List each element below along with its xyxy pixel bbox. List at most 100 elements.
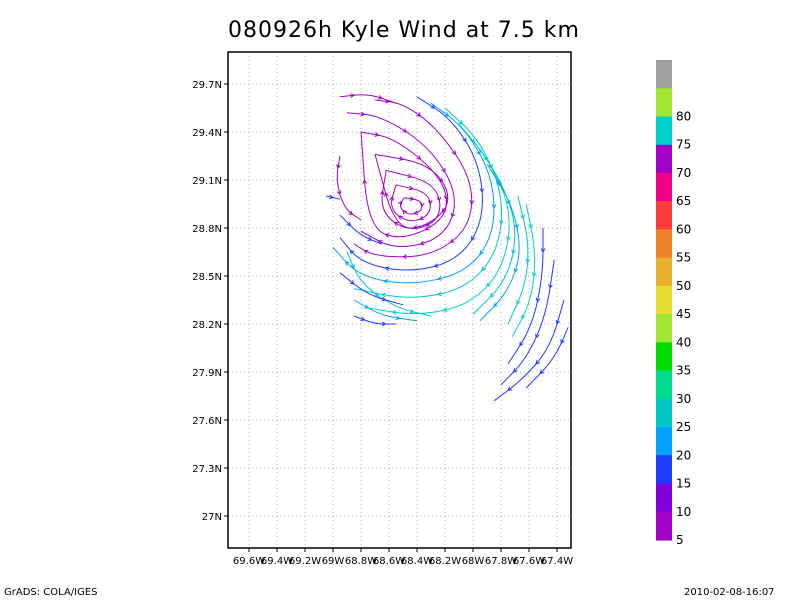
x-tick-label: 68.4W	[401, 556, 433, 567]
streamline-arrow	[519, 341, 524, 347]
streamline-arrow	[449, 238, 455, 244]
colorbar-label: 45	[676, 307, 691, 321]
streamline-arrow	[512, 368, 518, 373]
streamline-arrow	[419, 202, 425, 208]
y-tick-label: 28.5N	[192, 272, 222, 283]
y-tick-label: 27.9N	[192, 368, 222, 379]
colorbar-label: 50	[676, 279, 691, 293]
streamline-arrow	[416, 155, 422, 160]
streamline-arrow	[495, 179, 501, 185]
streamline	[500, 259, 555, 386]
x-tick-label: 69.2W	[289, 556, 321, 567]
colorbar-swatch	[656, 314, 672, 343]
streamline-arrow	[560, 339, 565, 345]
x-tick-label: 69W	[322, 556, 345, 567]
streamline-arrow	[401, 254, 407, 260]
streamline-arrow	[479, 250, 484, 256]
y-tick-label: 27.3N	[192, 464, 222, 475]
colorbar-swatch	[656, 229, 672, 259]
streamline-arrow	[389, 195, 394, 201]
streamline-arrow	[528, 224, 533, 230]
colorbar-swatch	[656, 144, 672, 174]
streamline-arrow	[416, 112, 422, 117]
streamline	[336, 155, 362, 221]
streamline-arrow	[513, 268, 519, 273]
streamline	[507, 195, 529, 325]
streamline-arrow	[436, 291, 442, 297]
streamline-arrow	[441, 167, 446, 173]
streamline-arrow	[471, 235, 476, 241]
streamline	[479, 163, 520, 322]
streamline-arrow	[402, 209, 407, 215]
x-tick-label: 67.4W	[541, 556, 573, 567]
colorbar-label: 30	[676, 392, 691, 406]
x-tick-label: 68W	[462, 556, 485, 567]
colorbar-swatch	[656, 483, 672, 513]
y-tick-label: 27N	[202, 512, 222, 523]
streamline-arrow	[378, 95, 383, 100]
colorbar-label: 35	[676, 364, 691, 378]
streamline	[353, 99, 473, 258]
streamline-arrow	[329, 194, 335, 200]
streamline-arrow	[381, 296, 387, 302]
streamline-arrow	[419, 240, 425, 246]
streamline-arrow	[350, 263, 355, 269]
chart-title: 080926h Kyle Wind at 7.5 km	[228, 18, 580, 43]
streamline-arrow	[514, 224, 519, 230]
x-tick-label: 68.2W	[429, 556, 461, 567]
colorbar-label: 65	[676, 194, 691, 208]
streamline	[346, 251, 432, 317]
streamline-arrow	[399, 156, 405, 161]
streamline-arrow	[413, 210, 419, 216]
streamline	[472, 139, 516, 315]
plot-frame	[227, 51, 572, 549]
streamline-arrow	[506, 236, 511, 242]
x-tick-label: 67.8W	[485, 556, 517, 567]
streamline-arrow	[458, 120, 464, 125]
colorbar-label: 5	[676, 533, 684, 547]
streamline-arrow	[407, 173, 413, 179]
streamline-arrow	[397, 215, 403, 220]
colorbar-swatch	[656, 172, 672, 202]
streamline-arrow	[395, 315, 401, 321]
colorbar-swatch	[656, 342, 672, 372]
streamline-arrow	[374, 292, 380, 297]
streamline-arrow	[525, 258, 531, 264]
streamline-arrow	[535, 359, 540, 365]
colorbar-label: 10	[676, 505, 691, 519]
streamline-arrow	[493, 302, 498, 308]
colorbar-swatch	[656, 511, 672, 541]
streamline-arrow	[443, 195, 449, 201]
streamline-arrow	[348, 210, 354, 215]
streamline-arrow	[555, 319, 561, 325]
streamline-arrow	[427, 200, 433, 206]
streamline-arrow	[379, 190, 385, 196]
streamline	[511, 203, 536, 338]
streamline-arrow	[520, 214, 525, 220]
colorbar-swatch	[656, 201, 672, 230]
footer-timestamp: 2010-02-08-16:07	[684, 587, 775, 598]
streamline-arrow	[346, 221, 352, 227]
streamline-arrow	[476, 150, 481, 156]
streamline-arrow	[444, 112, 450, 117]
streamline	[374, 153, 449, 229]
colorbar-label: 55	[676, 251, 691, 265]
colorbar-label: 80	[676, 109, 691, 123]
y-tick-label: 28.8N	[192, 224, 222, 235]
streamline-arrow	[363, 249, 369, 255]
streamline-arrow	[479, 188, 485, 194]
streamline-arrow	[384, 266, 390, 271]
streamline-arrow	[349, 249, 355, 255]
streamline	[391, 184, 431, 222]
streamline-arrow	[384, 191, 389, 197]
colorbar-label: 60	[676, 222, 691, 236]
streamline-arrow	[362, 178, 368, 184]
streamline-arrow	[516, 299, 521, 305]
x-tick-label: 69.6W	[233, 556, 265, 567]
colorbar-swatch	[656, 398, 672, 428]
streamline-arrow	[486, 282, 491, 288]
streamline-arrow	[450, 212, 456, 218]
streamline-arrow	[469, 200, 475, 206]
